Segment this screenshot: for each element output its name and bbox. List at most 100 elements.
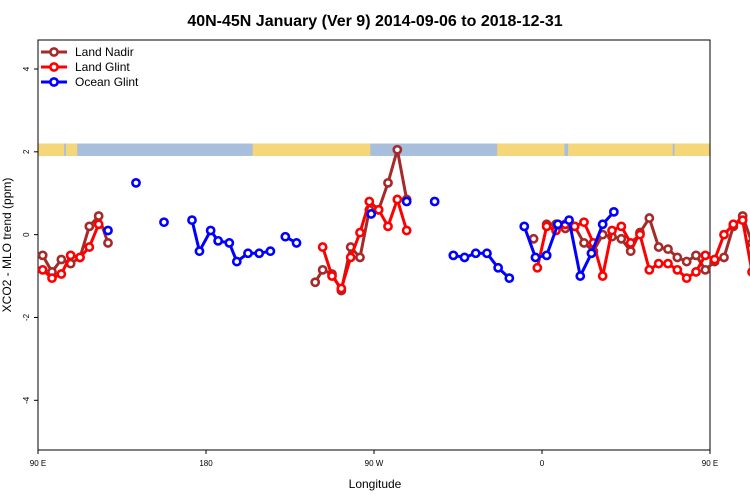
x-tick-label-3: 0 xyxy=(540,459,545,468)
ocean-glint-point-9 xyxy=(243,248,253,259)
land-glint-point-5 xyxy=(84,242,95,252)
ocean-glint-point-13 xyxy=(291,238,302,248)
land-nadir-point-34 xyxy=(672,252,683,263)
land-glint-segment-18 xyxy=(535,226,549,269)
land-glint-point-6 xyxy=(93,219,104,230)
land-glint-point-3 xyxy=(65,250,76,261)
land-glint-point-34 xyxy=(691,267,701,277)
land-glint-point-10 xyxy=(345,252,356,263)
land-glint-segment-25 xyxy=(601,230,614,277)
ocean-glint-point-31 xyxy=(608,206,619,217)
land-glint-point-18 xyxy=(541,221,552,232)
ocean-glint-point-20 xyxy=(482,248,492,259)
land-glint-point-36 xyxy=(709,254,720,265)
land-nadir-segment-32 xyxy=(647,217,661,248)
ocean-glint-point-26 xyxy=(552,219,563,230)
land-nadir-point-16 xyxy=(383,177,393,188)
land-glint-point-12 xyxy=(364,196,375,207)
land-glint-point-22 xyxy=(579,217,589,228)
land-nadir-point-13 xyxy=(355,252,365,263)
land-nadir-point-32 xyxy=(653,242,664,252)
ocean-glint-segment-4 xyxy=(190,219,201,252)
land-glint-point-38 xyxy=(728,219,739,230)
ocean-glint-point-25 xyxy=(541,250,552,261)
series-group xyxy=(37,144,750,296)
chart-title: 40N-45N January (Ver 9) 2014-09-06 to 20… xyxy=(187,13,562,30)
land-nadir-point-24 xyxy=(579,238,589,248)
ocean-glint-segment-30 xyxy=(590,223,605,254)
land-glint-point-17 xyxy=(532,262,543,273)
ocean-glint-point-14 xyxy=(366,209,377,219)
land-glint-point-30 xyxy=(653,258,664,269)
y-tick-label-0: -4 xyxy=(22,396,31,404)
land-nadir-point-6 xyxy=(93,211,104,221)
land-nadir-point-17 xyxy=(392,144,403,155)
ocean-glint-point-3 xyxy=(187,215,197,226)
x-tick-label-1: 180 xyxy=(199,459,213,468)
land-glint-point-8 xyxy=(327,271,337,281)
ocean-glint-point-12 xyxy=(280,231,291,242)
land-nadir-point-29 xyxy=(625,246,636,257)
x-axis: 90 E 180 90 W 0 90 E xyxy=(30,450,718,468)
y-tick-label-4: 4 xyxy=(22,66,31,71)
ocean-glint-point-7 xyxy=(224,238,235,248)
land-nadir-point-31 xyxy=(644,213,655,223)
land-glint-point-26 xyxy=(616,221,627,232)
land-glint-point-35 xyxy=(700,250,711,261)
land-nadir-segment-5 xyxy=(78,225,91,258)
land-glint-point-14 xyxy=(383,221,393,232)
y-tick-label-3: 2 xyxy=(22,149,31,154)
land-glint-point-31 xyxy=(663,258,673,269)
x-tick-label-2: 90 W xyxy=(365,459,384,468)
y-axis-label: XCO2 - MLO trend (ppm) xyxy=(0,178,14,313)
land-nadir-segment-40 xyxy=(722,225,735,258)
land-nadir-point-7 xyxy=(103,238,113,248)
land-glint-segment-10 xyxy=(339,256,353,289)
ocean-glint-segment-26 xyxy=(545,223,560,256)
series-land-nadir xyxy=(37,144,750,296)
land-nadir-point-36 xyxy=(691,250,701,261)
land-nadir-point-33 xyxy=(663,244,673,255)
land-glint-segment-29 xyxy=(638,234,651,271)
ocean-glint-point-6 xyxy=(213,235,224,246)
land-glint-segment-12 xyxy=(358,201,371,234)
ocean-glint-point-18 xyxy=(459,252,470,263)
land-glint-point-29 xyxy=(644,264,655,275)
ocean-glint-point-28 xyxy=(575,271,586,281)
legend-label-land-nadir: Land Nadir xyxy=(75,45,134,59)
land-glint-segment-16 xyxy=(395,199,409,231)
ocean-glint-point-24 xyxy=(530,252,541,263)
legend-marker-land-glint xyxy=(49,62,59,72)
ocean-glint-point-29 xyxy=(586,248,597,259)
mask-band-land-3 xyxy=(497,143,565,156)
land-glint-point-32 xyxy=(672,264,683,275)
ocean-glint-point-2 xyxy=(159,217,169,228)
ocean-glint-point-19 xyxy=(470,248,481,259)
land-glint-point-25 xyxy=(607,225,617,236)
land-nadir-point-0 xyxy=(37,250,48,261)
y-tick-label-1: -2 xyxy=(22,313,31,321)
land-glint-point-9 xyxy=(336,283,347,294)
land-nadir-point-5 xyxy=(84,221,95,232)
mask-band-land-2 xyxy=(252,143,371,156)
series-ocean-glint xyxy=(103,177,619,284)
land-glint-segment-40 xyxy=(741,219,750,270)
land-glint-point-39 xyxy=(737,215,748,226)
land-nadir-point-8 xyxy=(310,277,321,288)
mask-band-land-0 xyxy=(38,143,65,156)
ocean-glint-point-0 xyxy=(103,225,113,236)
land-nadir-point-2 xyxy=(56,254,67,265)
land-glint-point-1 xyxy=(47,273,57,284)
ocean-glint-point-16 xyxy=(429,196,440,207)
land-glint-point-2 xyxy=(56,269,67,279)
land-glint-point-13 xyxy=(373,204,384,215)
ocean-glint-point-22 xyxy=(504,273,515,284)
land-glint-point-37 xyxy=(719,229,729,240)
series-land-glint xyxy=(37,194,750,294)
y-tick-label-2: 0 xyxy=(22,232,31,237)
ocean-glint-point-23 xyxy=(519,221,530,232)
ocean-glint-point-5 xyxy=(205,225,216,236)
land-nadir-point-37 xyxy=(700,264,711,275)
land-nadir-segment-17 xyxy=(386,149,399,184)
